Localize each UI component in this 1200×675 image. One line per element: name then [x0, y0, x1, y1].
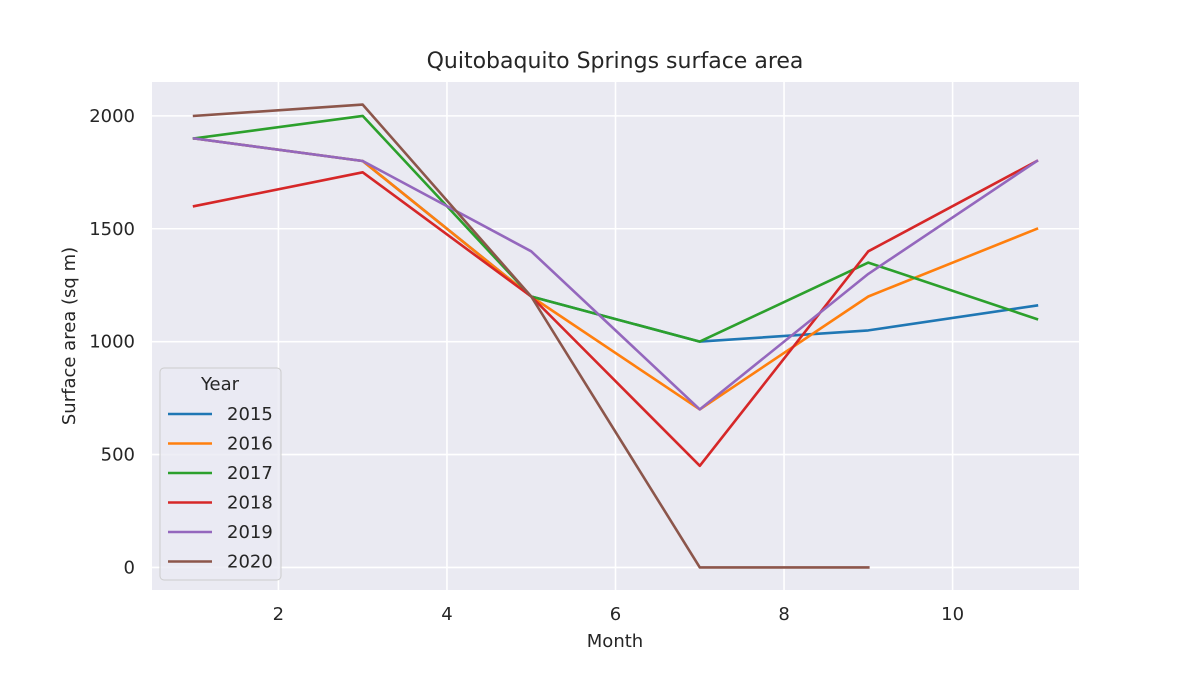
- series-lines: [192, 103, 1039, 569]
- x-tick-label: 4: [441, 604, 452, 625]
- y-tick-label: 2000: [89, 106, 135, 127]
- legend-label-2015: 2015: [227, 404, 273, 425]
- y-tick-label: 1500: [89, 219, 135, 240]
- legend-box: [159, 367, 282, 581]
- series-line-2017: [192, 114, 1039, 343]
- x-tick-label: 2: [273, 604, 284, 625]
- y-tick-labels: 0 500 1000 1500 2000: [89, 106, 135, 579]
- y-tick-label: 1000: [89, 332, 135, 353]
- legend-label-2016: 2016: [227, 434, 273, 455]
- legend-items: 2015 2016 2017 2018 2019 2020: [168, 404, 273, 573]
- legend-label-2019: 2019: [227, 522, 273, 543]
- legend-label-2020: 2020: [227, 552, 273, 573]
- legend-title: Year: [200, 374, 240, 395]
- series-line-2019: [192, 136, 1039, 411]
- series-line-2020: [192, 103, 870, 569]
- legend-label-2017: 2017: [227, 463, 273, 484]
- chart-title: Quitobaquito Springs surface area: [427, 49, 804, 74]
- x-tick-label: 6: [610, 604, 621, 625]
- y-axis-label: Surface area (sq m): [59, 247, 80, 425]
- legend-label-2018: 2018: [227, 493, 273, 514]
- series-line-2018: [192, 159, 1039, 468]
- grid-lines: [152, 82, 1079, 590]
- x-tick-label: 8: [778, 604, 789, 625]
- x-tick-labels: 2 4 6 8 10: [273, 604, 964, 625]
- x-axis-label: Month: [587, 631, 643, 652]
- y-tick-label: 500: [101, 445, 135, 466]
- x-tick-label: 10: [941, 604, 964, 625]
- legend: Year 2015 2016 2017 2018 2019 2020: [159, 367, 282, 581]
- y-tick-label: 0: [124, 557, 135, 578]
